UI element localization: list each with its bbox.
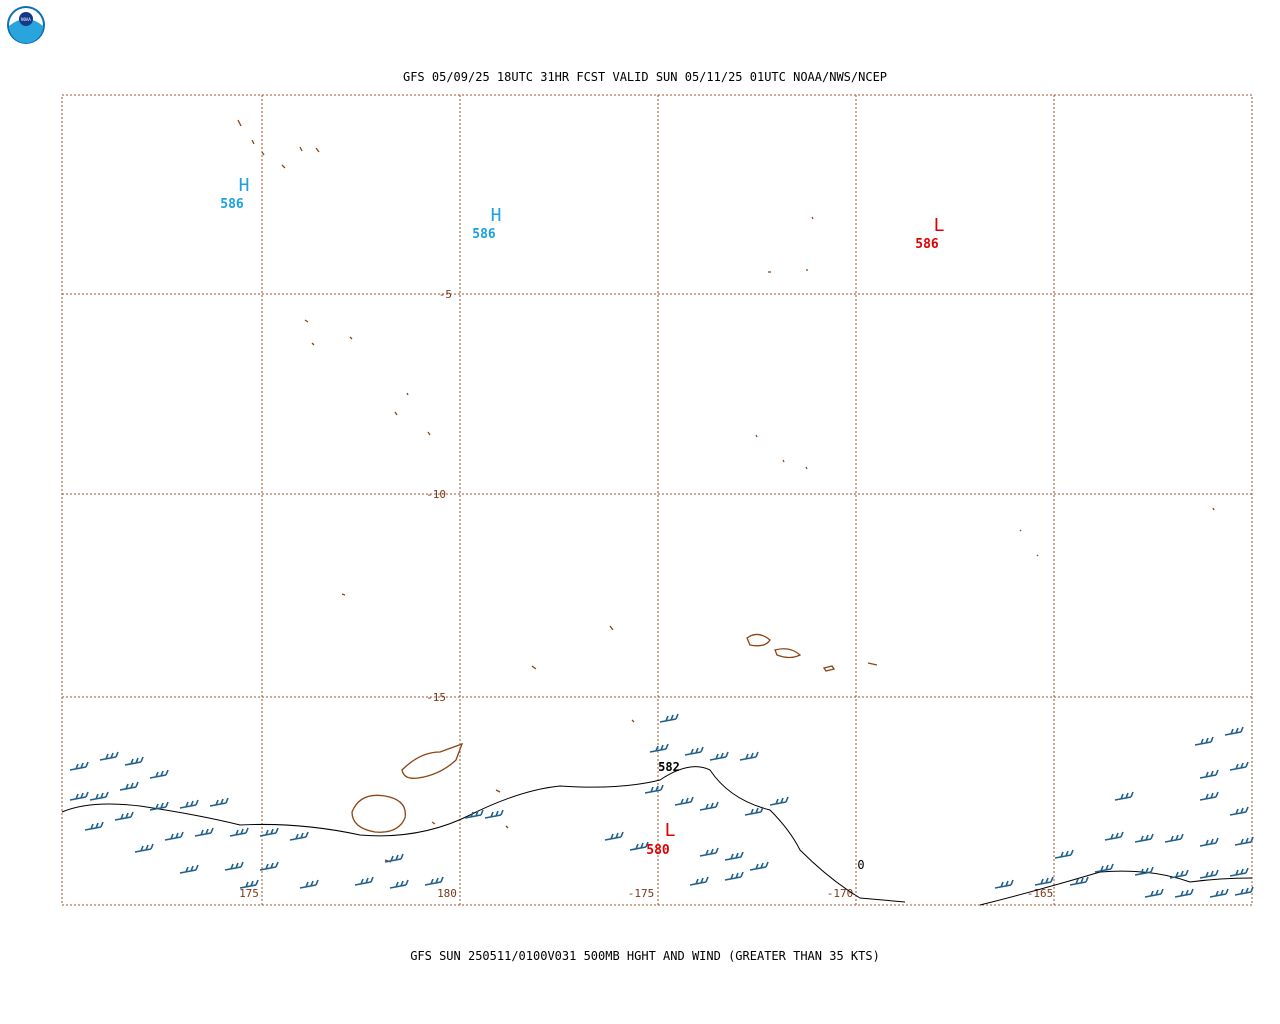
- wind-barb: [1164, 833, 1184, 843]
- wind-barb: [289, 831, 309, 841]
- low-symbol: L: [665, 820, 676, 841]
- wind-barb: [119, 781, 139, 791]
- wind-barb: [739, 751, 759, 761]
- wind-barb: [1199, 791, 1219, 801]
- wind-barb: [424, 876, 444, 886]
- wind-barb: [724, 851, 744, 861]
- wind-barb: [354, 876, 374, 886]
- wind-barb: [744, 806, 764, 816]
- lon-label: -170: [827, 887, 854, 900]
- wind-barb: [1224, 726, 1244, 736]
- wind-barb: [1069, 876, 1089, 886]
- high-value: 586: [220, 197, 244, 212]
- wind-barb: [709, 751, 729, 761]
- wind-barb: [194, 827, 214, 837]
- grid: [61, 94, 1253, 906]
- wind-barb: [179, 864, 199, 874]
- wind-barb: [1234, 836, 1254, 846]
- low-value: 580: [646, 843, 670, 858]
- wind-barb: [994, 879, 1014, 889]
- wind-barb: [1144, 888, 1164, 898]
- wind-barb: [259, 827, 279, 837]
- wind-barb: [1199, 869, 1219, 879]
- wind-barb: [389, 879, 409, 889]
- wind-barb: [724, 871, 744, 881]
- contour-label: 582: [658, 760, 680, 774]
- map-caption: GFS SUN 250511/0100V031 500MB HGHT AND W…: [410, 949, 880, 963]
- wind-barb: [69, 761, 89, 771]
- wind-barb: [99, 751, 119, 761]
- low-symbol: L: [934, 215, 945, 236]
- wind-barb: [1134, 866, 1154, 876]
- wind-barb: [164, 831, 184, 841]
- wind-barb: [749, 861, 769, 871]
- wind-barb: [659, 713, 679, 723]
- wind-barb: [1134, 833, 1154, 843]
- wind-barb: [649, 743, 669, 753]
- wind-barb: [384, 853, 404, 863]
- wind-barb: [299, 879, 319, 889]
- map-title: GFS 05/09/25 18UTC 31HR FCST VALID SUN 0…: [403, 70, 887, 84]
- wind-barb: [1229, 761, 1249, 771]
- contour-label: 0: [857, 858, 864, 872]
- high-symbol: H: [239, 175, 250, 196]
- wind-barb: [1199, 837, 1219, 847]
- lon-label: 180: [437, 887, 457, 900]
- wind-barb: [1199, 769, 1219, 779]
- wind-barb: [1174, 888, 1194, 898]
- wind-barb: [1229, 867, 1249, 877]
- wind-barb: [229, 827, 249, 837]
- wind-barb: [1104, 831, 1124, 841]
- lon-label: 175: [239, 887, 259, 900]
- height-contour: [61, 766, 1253, 906]
- wind-barb: [1194, 736, 1214, 746]
- lat-label: -10: [426, 488, 446, 501]
- wind-barb: [224, 861, 244, 871]
- low-value: 586: [915, 237, 939, 252]
- high-value: 586: [472, 227, 496, 242]
- wind-barb: [1229, 806, 1249, 816]
- wind-barbs: [69, 713, 1254, 898]
- wind-barb: [684, 746, 704, 756]
- wind-barb: [769, 796, 789, 806]
- lon-label: -165: [1027, 887, 1054, 900]
- noaa-logo: NOAA: [7, 6, 45, 44]
- wind-barb: [1209, 888, 1229, 898]
- wind-barb: [674, 796, 694, 806]
- lat-label: -5: [439, 288, 452, 301]
- wind-barb: [1094, 863, 1114, 873]
- wind-barb: [124, 756, 144, 766]
- wind-barb: [114, 811, 134, 821]
- high-symbol: H: [491, 205, 502, 226]
- wind-barb: [1234, 886, 1254, 896]
- coastlines: [237, 119, 1215, 863]
- wind-barb: [179, 799, 199, 809]
- wind-barb: [89, 791, 109, 801]
- wind-barb: [239, 879, 259, 889]
- wind-barb: [69, 791, 89, 801]
- wind-barb: [1169, 869, 1189, 879]
- wind-barb: [604, 831, 624, 841]
- wind-barb: [1054, 849, 1074, 859]
- wind-barb: [1034, 876, 1054, 886]
- wind-barb: [259, 861, 279, 871]
- wind-barb: [629, 841, 649, 851]
- lon-label: -175: [628, 887, 655, 900]
- wind-barb: [699, 801, 719, 811]
- wind-barb: [1114, 791, 1134, 801]
- wind-barb: [644, 784, 664, 794]
- wind-barb: [209, 797, 229, 807]
- wind-barb: [689, 876, 709, 886]
- wind-barb: [464, 809, 484, 819]
- wind-barb: [134, 843, 154, 853]
- wind-barb: [149, 769, 169, 779]
- wind-barb: [484, 809, 504, 819]
- lat-label: -15: [426, 691, 446, 704]
- wind-barb: [699, 847, 719, 857]
- wind-barb: [149, 801, 169, 811]
- wind-barb: [84, 821, 104, 831]
- logo-text: NOAA: [21, 17, 31, 22]
